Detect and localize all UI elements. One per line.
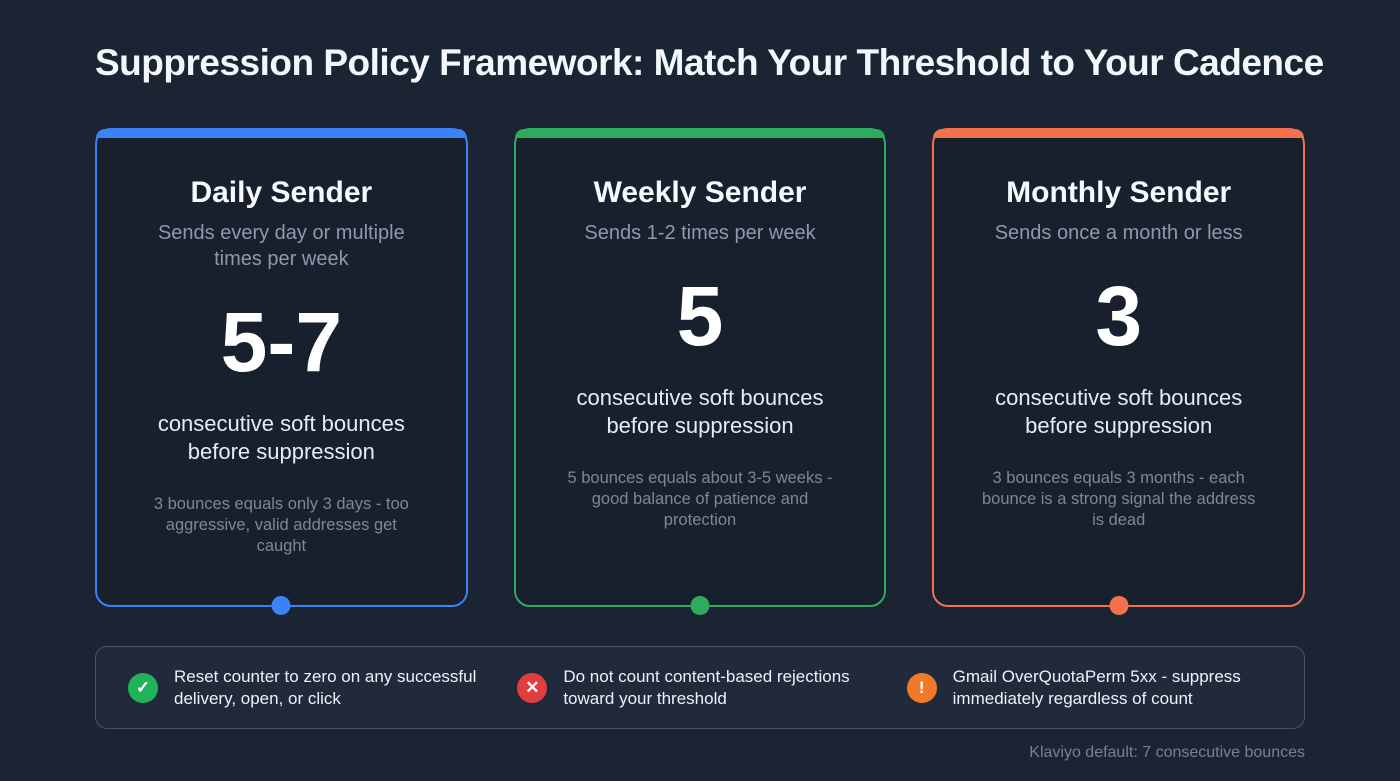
sender-cards-row: Daily Sender Sends every day or multiple… bbox=[95, 128, 1306, 615]
threshold-label: consecutive soft bounces before suppress… bbox=[995, 385, 1243, 438]
card-subtitle: Sends once a month or less bbox=[994, 222, 1243, 244]
threshold-label: consecutive soft bounces before suppress… bbox=[157, 411, 405, 464]
page-title: Suppression Policy Framework: Match Your… bbox=[95, 42, 1324, 83]
rule-item-gmail-overquota: ! Gmail OverQuotaPerm 5xx - suppress imm… bbox=[906, 666, 1272, 710]
rule-item-reset-counter: ✓ Reset counter to zero on any successfu… bbox=[128, 666, 493, 710]
threshold-number: 5 bbox=[676, 269, 724, 363]
card-subtitle: Sends every day or multiple times per we… bbox=[157, 222, 405, 270]
sender-card-weekly: Weekly Sender Sends 1-2 times per week 5… bbox=[513, 128, 887, 615]
warning-icon: ! bbox=[906, 672, 937, 703]
card-title: Weekly Sender bbox=[593, 176, 807, 209]
card-bottom-dot bbox=[690, 596, 710, 615]
threshold-label: consecutive soft bounces before suppress… bbox=[576, 385, 824, 438]
card-note: 3 bounces equals only 3 days - too aggre… bbox=[153, 495, 409, 555]
sender-card-daily: Daily Sender Sends every day or multiple… bbox=[95, 128, 468, 615]
card-title: Daily Sender bbox=[190, 176, 373, 209]
card-title: Monthly Sender bbox=[1006, 176, 1232, 209]
threshold-number: 5-7 bbox=[220, 295, 343, 389]
x-icon: ✕ bbox=[517, 672, 548, 703]
klaviyo-default-footnote: Klaviyo default: 7 consecutive bounces bbox=[1029, 744, 1305, 761]
card-note: 5 bounces equals about 3-5 weeks - good … bbox=[567, 469, 833, 529]
rule-text: Reset counter to zero on any successful … bbox=[174, 666, 477, 708]
card-top-accent-bar bbox=[514, 129, 886, 138]
rule-text: Gmail OverQuotaPerm 5xx - suppress immed… bbox=[952, 666, 1241, 708]
card-note: 3 bounces equals 3 months - each bounce … bbox=[982, 469, 1256, 529]
card-subtitle: Sends 1-2 times per week bbox=[584, 222, 816, 244]
rule-item-content-rejections: ✕ Do not count content-based rejections … bbox=[517, 666, 882, 710]
sender-card-monthly: Monthly Sender Sends once a month or les… bbox=[932, 128, 1306, 615]
rules-footer-bar: ✓ Reset counter to zero on any successfu… bbox=[95, 646, 1305, 729]
check-icon: ✓ bbox=[128, 672, 158, 703]
card-bottom-dot bbox=[271, 596, 291, 615]
threshold-number: 3 bbox=[1095, 269, 1143, 363]
card-top-accent-bar bbox=[96, 129, 467, 138]
card-bottom-dot bbox=[1109, 596, 1129, 615]
rule-text: Do not count content-based rejections to… bbox=[563, 666, 850, 708]
card-top-accent-bar bbox=[933, 129, 1305, 138]
